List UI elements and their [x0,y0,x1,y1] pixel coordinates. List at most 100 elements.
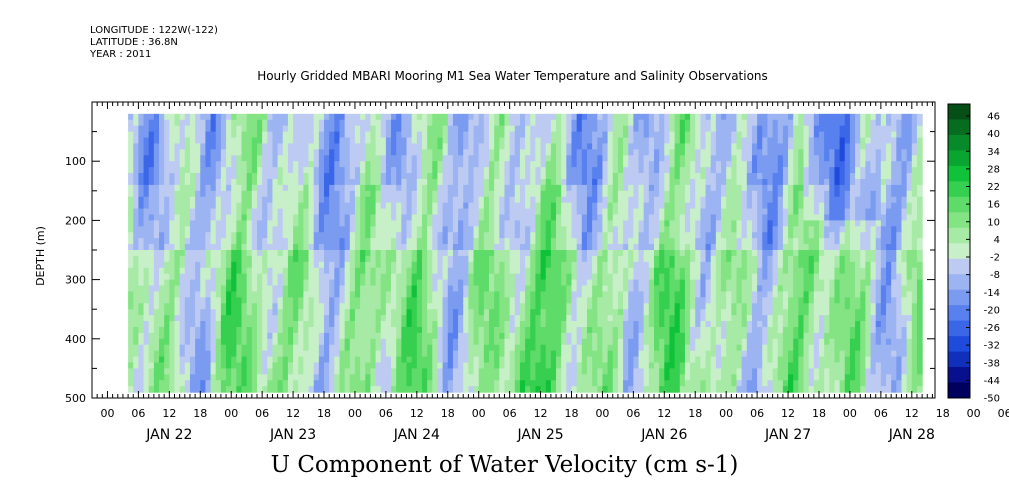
heatmap-cell [581,250,588,257]
heatmap-cell [375,244,382,251]
heatmap-cell [623,338,629,346]
heatmap-cell [272,155,279,162]
heatmap-cell [189,309,196,316]
heatmap-cell [447,326,454,334]
heatmap-cell [287,309,294,316]
heatmap-cell [262,344,268,352]
heatmap-cell [164,255,170,263]
heatmap-cell [318,368,325,375]
heatmap-cell [138,196,145,204]
heatmap-cell [561,190,567,198]
heatmap-cell [478,131,485,139]
heatmap-cell [401,362,408,369]
heatmap-cell [530,261,537,269]
heatmap-cell [174,161,181,168]
heatmap-cell [592,119,598,127]
heatmap-cell [437,386,444,393]
heatmap-cell [592,190,598,198]
heatmap-cell [416,238,423,245]
heatmap-cell [354,238,361,245]
heatmap-cell [643,315,650,322]
heatmap-cell [586,184,593,192]
heatmap-cell [556,161,562,168]
heatmap-cell [391,208,397,216]
year-label: YEAR : 2011 [90,49,152,60]
heatmap-cell [277,303,284,310]
heatmap-cell [396,380,402,387]
heatmap-cell [246,338,253,346]
heatmap-cell [535,208,542,216]
heatmap-cell [432,113,439,121]
heatmap-cell [494,113,500,121]
heatmap-cell [437,250,444,257]
heatmap-cell [612,332,619,340]
heatmap-cell [370,285,377,293]
heatmap-cell [664,362,671,369]
heatmap-cell [200,161,207,168]
heatmap-cell [623,119,629,127]
heatmap-cell [159,238,165,245]
heatmap-cell [143,303,150,310]
heatmap-cell [396,321,402,328]
heatmap-cell [329,309,335,316]
heatmap-cell [174,356,181,364]
heatmap-cell [231,161,237,168]
heatmap-cell [344,196,351,204]
heatmap-cell [303,244,310,251]
heatmap-cell [195,368,201,375]
heatmap-cell [174,368,181,375]
heatmap-cell [519,119,526,127]
heatmap-cell [128,368,134,375]
heatmap-cell [308,244,315,251]
heatmap-cell [452,374,459,381]
heatmap-cell [282,149,289,156]
heatmap-cell [262,309,268,316]
heatmap-cell [128,344,134,352]
heatmap-cell [169,220,176,227]
heatmap-cell [530,255,537,263]
heatmap-cell [318,167,325,174]
heatmap-cell [220,184,227,192]
heatmap-cell [329,362,335,369]
heatmap-cell [489,119,495,127]
heatmap-cell [262,380,268,387]
heatmap-cell [545,297,552,304]
heatmap-cell [447,202,454,210]
heatmap-cell [298,267,304,275]
heatmap-cell [592,261,598,269]
heatmap-cell [586,137,593,145]
heatmap-cell [463,149,469,156]
heatmap-cell [287,190,294,198]
heatmap-cell [396,374,402,381]
heatmap-cell [664,356,671,364]
heatmap-cell [576,279,583,287]
heatmap-cell [370,220,377,227]
heatmap-cell [494,350,500,358]
heatmap-cell [324,303,330,310]
heatmap-cell [246,232,253,239]
heatmap-cell [478,350,485,358]
heatmap-cell [236,255,243,263]
heatmap-cell [473,267,480,275]
heatmap-cell [545,143,552,150]
heatmap-cell [210,309,217,316]
heatmap-cell [432,226,439,233]
heatmap-cell [566,303,573,310]
heatmap-cell [354,131,361,139]
heatmap-cell [385,291,392,298]
heatmap-cell [540,214,547,221]
heatmap-cell [370,178,377,186]
heatmap-cell [179,202,186,210]
heatmap-cell [298,356,304,364]
heatmap-cell [287,232,294,239]
heatmap-cell [617,190,624,198]
heatmap-cell [525,178,531,186]
heatmap-cell [200,202,207,210]
heatmap-cell [148,220,155,227]
heatmap-cell [189,149,196,156]
heatmap-cell [612,338,619,346]
heatmap-cell [561,380,567,387]
heatmap-cell [556,303,562,310]
heatmap-cell [514,202,521,210]
heatmap-cell [184,261,191,269]
